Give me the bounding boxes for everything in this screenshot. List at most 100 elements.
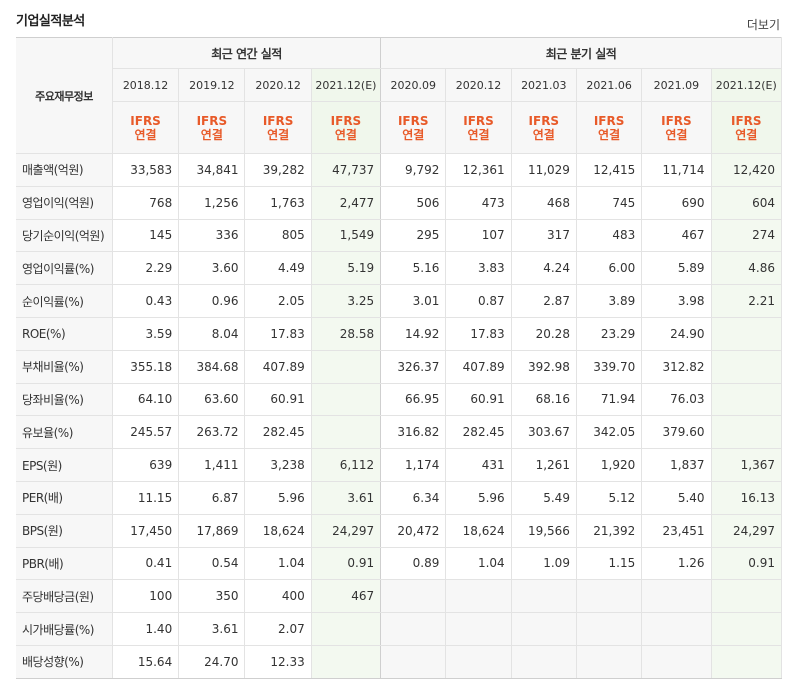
value-cell: 17.83 xyxy=(244,317,312,351)
value-cell: 2.07 xyxy=(244,612,312,646)
value-cell: 17,869 xyxy=(178,514,246,548)
table-row: 당기순이익(억원) 145 336 805 1,549 295 107 317 483 467 27… xyxy=(16,219,783,253)
value-cell xyxy=(380,645,447,679)
value-cell: 34,841 xyxy=(178,153,246,187)
value-cell: 0.91 xyxy=(711,547,783,581)
value-cell: 1,261 xyxy=(511,448,577,482)
value-cell: 379.60 xyxy=(641,415,712,450)
value-cell: 17.83 xyxy=(445,317,512,351)
period-header: 2021.12(E) xyxy=(711,68,783,102)
value-cell: 18,624 xyxy=(445,514,512,548)
value-cell: 1,549 xyxy=(311,219,382,253)
value-cell xyxy=(445,645,512,679)
row-label: 배당성향(%) xyxy=(16,645,113,679)
value-cell: 407.89 xyxy=(445,350,512,384)
ifrs-text: IFRS xyxy=(130,113,161,128)
value-cell: 805 xyxy=(244,219,312,253)
value-cell xyxy=(641,579,712,614)
value-cell xyxy=(445,612,512,646)
value-cell: 3.89 xyxy=(576,284,643,318)
value-cell: 68.16 xyxy=(511,383,577,417)
table-row: 시가배당률(%) 1.40 3.61 2.07 xyxy=(16,612,783,646)
value-cell: 21,392 xyxy=(576,514,643,548)
value-cell: 0.89 xyxy=(380,547,447,581)
value-cell: 39,282 xyxy=(244,153,312,187)
row-label: EPS(원) xyxy=(16,448,113,482)
value-cell: 5.19 xyxy=(311,251,382,286)
period-header: 2018.12 xyxy=(112,68,180,102)
value-cell: 23,451 xyxy=(641,514,712,548)
row-label: BPS(원) xyxy=(16,514,113,548)
section-title: 기업실적분석 xyxy=(16,14,85,29)
value-cell xyxy=(576,612,643,646)
ifrs-text: IFRS xyxy=(262,113,294,128)
value-cell: 76.03 xyxy=(641,383,712,417)
value-cell: 71.94 xyxy=(576,383,643,417)
value-cell: 60.91 xyxy=(244,383,312,417)
value-cell xyxy=(445,579,512,614)
value-cell: 2.87 xyxy=(511,284,577,318)
value-cell: 274 xyxy=(711,219,783,253)
table-row: BPS(원) 17,450 17,869 18,624 24,297 20,472 18,6… xyxy=(16,514,783,548)
value-cell: 768 xyxy=(112,186,180,220)
table-row: 주당배당금(원) 100 350 400 467 xyxy=(16,579,783,614)
value-cell xyxy=(711,383,783,417)
more-link[interactable]: 더보기 xyxy=(746,18,780,32)
value-cell: 1.04 xyxy=(244,547,312,581)
value-cell: 24.90 xyxy=(641,317,712,351)
ifrs-consolidated-label: IFRS 연결 xyxy=(112,101,180,154)
value-cell xyxy=(311,383,382,417)
value-cell: 28.58 xyxy=(311,317,382,351)
value-cell: 12,361 xyxy=(445,153,512,187)
value-cell: 60.91 xyxy=(445,383,512,417)
value-cell: 467 xyxy=(311,579,382,614)
value-cell: 407.89 xyxy=(244,350,312,384)
table-row: 순이익률(%) 0.43 0.96 2.05 3.25 3.01 0.87 2.87 3.89 3… xyxy=(16,284,783,318)
value-cell xyxy=(711,350,783,384)
table-row: EPS(원) 639 1,411 3,238 6,112 1,174 431 1,261 1,9… xyxy=(16,448,783,482)
value-cell: 14.92 xyxy=(380,317,447,351)
value-cell: 3.59 xyxy=(112,317,180,351)
value-cell: 6.87 xyxy=(178,481,246,515)
value-cell: 1.40 xyxy=(112,612,180,646)
group-header-quarter: 최근 분기 실적 xyxy=(380,37,782,69)
value-cell: 11.15 xyxy=(112,481,180,515)
value-cell: 3.98 xyxy=(641,284,712,318)
value-cell xyxy=(511,612,577,646)
period-header: 2019.12 xyxy=(178,68,246,102)
value-cell xyxy=(711,645,783,679)
financial-analysis-table: 주요재무정보 최근 연간 실적 최근 분기 실적 2018.12 2019.12 2… xyxy=(16,37,783,679)
ifrs-consolidated-label: IFRS 연결 xyxy=(641,101,712,154)
value-cell: 1.26 xyxy=(641,547,712,581)
row-label: 시가배당률(%) xyxy=(16,612,113,646)
row-label: 당기순이익(억원) xyxy=(16,219,113,253)
row-label: 부채비율(%) xyxy=(16,350,113,384)
consolidated-text: 연결 xyxy=(598,127,621,142)
value-cell: 8.04 xyxy=(178,317,246,351)
value-cell: 350 xyxy=(178,579,246,614)
value-cell: 107 xyxy=(445,219,512,253)
value-cell: 0.96 xyxy=(178,284,246,318)
ifrs-text: IFRS xyxy=(397,113,429,128)
consolidated-text: 연결 xyxy=(467,127,490,142)
table-row: 영업이익률(%) 2.29 3.60 4.49 5.19 5.16 3.83 4.24 6.00… xyxy=(16,251,783,286)
value-cell: 3.25 xyxy=(311,284,382,318)
value-cell: 317 xyxy=(511,219,577,253)
value-cell xyxy=(511,579,577,614)
value-cell: 468 xyxy=(511,186,577,220)
value-cell: 1,763 xyxy=(244,186,312,220)
value-cell: 1,837 xyxy=(641,448,712,482)
value-cell: 0.43 xyxy=(112,284,180,318)
value-cell: 690 xyxy=(641,186,712,220)
consolidated-text: 연결 xyxy=(134,127,157,142)
value-cell: 5.96 xyxy=(244,481,312,515)
consolidated-text: 연결 xyxy=(402,127,425,142)
value-cell: 145 xyxy=(112,219,180,253)
value-cell: 639 xyxy=(112,448,180,482)
value-cell: 3.01 xyxy=(380,284,447,318)
value-cell: 2,477 xyxy=(311,186,382,220)
corner-header: 주요재무정보 xyxy=(16,37,113,154)
value-cell: 9,792 xyxy=(380,153,447,187)
value-cell xyxy=(641,645,712,679)
row-label: 당좌비율(%) xyxy=(16,383,113,417)
